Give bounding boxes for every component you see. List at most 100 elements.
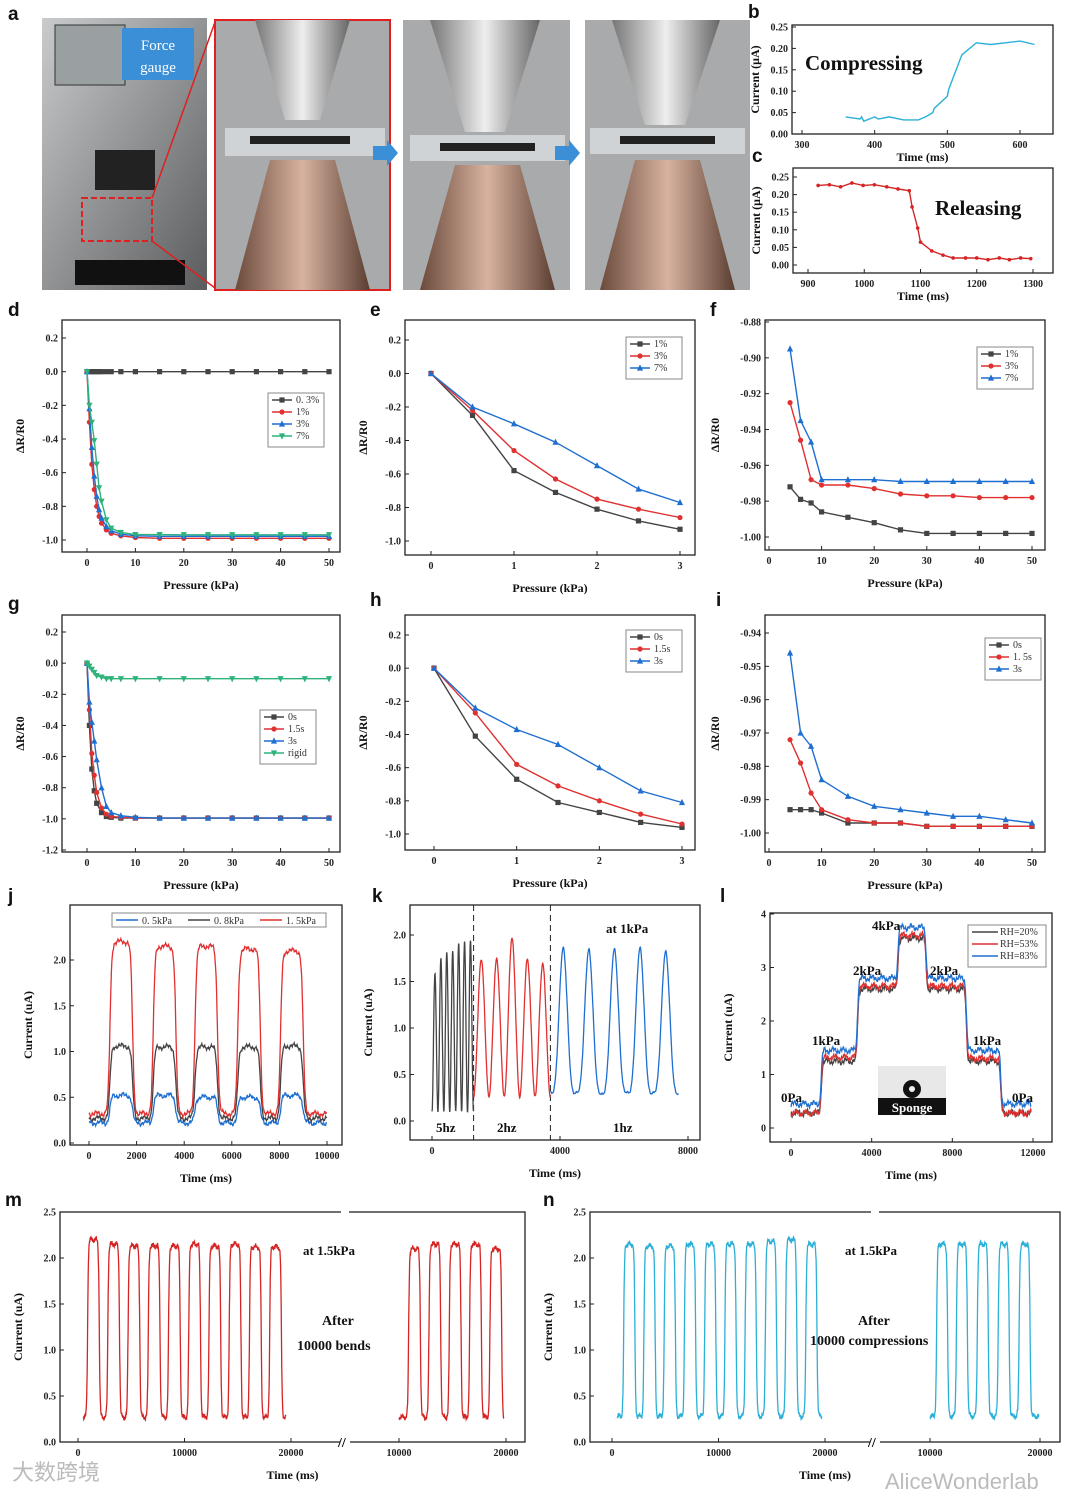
data-point	[157, 369, 163, 375]
plot-frame	[69, 904, 343, 1146]
x-tick-label: 0	[789, 1148, 794, 1159]
data-point	[469, 412, 476, 418]
series-line-0. 8kPa	[88, 1040, 328, 1124]
x-tick-label: 1200	[967, 279, 987, 290]
data-point	[997, 256, 1002, 260]
legend-label: 3s	[654, 656, 663, 667]
series-line-Compressing	[845, 40, 1035, 123]
data-point	[103, 676, 110, 683]
x-tick-label: 8000	[942, 1148, 962, 1159]
y-tick-label: -0.98	[740, 762, 761, 773]
x-tick-label: 0	[767, 556, 772, 567]
x-axis-title: Time (ms)	[266, 1468, 318, 1482]
data-point	[941, 253, 945, 257]
legend-label: 0s	[654, 632, 663, 643]
data-point	[98, 784, 105, 791]
y-tick-label: -0.88	[740, 318, 761, 329]
data-point	[103, 369, 109, 375]
x-tick-label: 0	[87, 1151, 92, 1162]
x-tick-label: 30	[227, 858, 237, 869]
plot-area	[430, 664, 686, 830]
y-tick-label: -1.2	[42, 846, 58, 857]
data-point	[897, 491, 904, 497]
data-point	[923, 809, 930, 816]
x-axis-title: Time (ms)	[529, 1166, 581, 1180]
chart-c: c 900 1000 1100 1200 1300 0.00 0.05 0.10 0.15 0.20…	[749, 146, 1054, 303]
data-point	[808, 807, 814, 813]
photo-step-2	[403, 20, 570, 290]
x-tick-label: 10000	[315, 1151, 340, 1162]
y-tick-label: 0.25	[772, 173, 790, 184]
y-tick-label: 2.5	[44, 1208, 57, 1219]
y-tick-label: 0.2	[389, 336, 402, 347]
y-tick-label: -0.2	[42, 401, 58, 412]
data-point	[93, 756, 100, 763]
annotation: 1hz	[613, 1120, 633, 1135]
y-tick-label: 0.5	[44, 1392, 57, 1403]
panel-letter: m	[5, 1190, 22, 1211]
x-tick-label: 1	[514, 856, 519, 867]
data-point	[180, 676, 187, 683]
legend-label: 1. 5s	[1013, 652, 1032, 663]
data-point	[918, 240, 923, 244]
data-point	[103, 811, 109, 817]
data-point	[850, 181, 854, 185]
data-point	[277, 814, 284, 821]
y-tick-label: -0.6	[385, 470, 401, 481]
data-point	[797, 760, 804, 766]
legend-frame	[259, 709, 317, 765]
y-tick-label: -0.2	[385, 403, 401, 414]
data-point	[98, 498, 105, 505]
axis-break	[871, 1209, 879, 1215]
data-point	[638, 811, 644, 817]
data-point	[816, 183, 820, 188]
data-point	[838, 185, 843, 189]
annotation: 2hz	[497, 1120, 517, 1135]
y-tick-label: -0.8	[385, 503, 401, 514]
y-tick-label: 0.0	[44, 1438, 57, 1449]
y-axis-title: ΔR/R0	[356, 715, 370, 749]
y-tick-label: 0.2	[46, 628, 59, 639]
force-gauge-label-line1: Force	[141, 38, 175, 54]
x-tick-label: 2	[597, 856, 602, 867]
data-point	[204, 676, 212, 683]
data-point	[98, 810, 105, 816]
x-tick-label: 4000	[550, 1146, 570, 1157]
data-point	[819, 807, 825, 813]
data-point	[98, 520, 105, 526]
legend: RH=20%RH=53%RH=83%	[967, 924, 1047, 968]
photo-step-3	[585, 20, 750, 290]
y-tick-label: -0.8	[42, 502, 58, 513]
data-point	[302, 369, 308, 375]
annotation: Compressing	[805, 51, 923, 75]
chart-f: f 0 10 20 30 40 50 -0.88 -0.90 -0.92 -0.94 -0.96 -0.…	[708, 300, 1046, 590]
legend-marker	[995, 665, 1003, 672]
legend-label: RH=83%	[1000, 951, 1038, 962]
y-tick-label: -0.96	[740, 695, 761, 706]
plot-area	[790, 921, 1032, 1120]
data-point	[596, 798, 602, 804]
data-point	[871, 476, 878, 483]
data-point	[204, 814, 212, 821]
data-point	[807, 438, 815, 445]
chart-d: d 0 10 20 30 40 50 0.2 0.0 -0.2 -0.4 -0.6 -0.8 -1.0 Pr…	[8, 300, 341, 592]
data-point	[301, 814, 308, 821]
data-point	[89, 766, 95, 772]
panel-letter: d	[8, 300, 20, 321]
data-point	[1028, 477, 1036, 485]
data-point	[103, 802, 110, 809]
legend-label: 0s	[1013, 640, 1022, 651]
y-tick-label: -0.96	[740, 461, 761, 472]
y-tick-label: 2.0	[44, 1254, 57, 1265]
x-axis-title: Time (ms)	[180, 1171, 232, 1185]
data-point	[89, 750, 95, 757]
panel-letter: c	[752, 146, 763, 167]
data-point	[93, 461, 100, 468]
data-point	[861, 183, 865, 188]
x-tick-label: 10	[130, 558, 140, 569]
series-line-0. 5kPa	[88, 1091, 327, 1129]
data-point	[594, 506, 600, 512]
legend-label: 1.5s	[654, 644, 671, 655]
